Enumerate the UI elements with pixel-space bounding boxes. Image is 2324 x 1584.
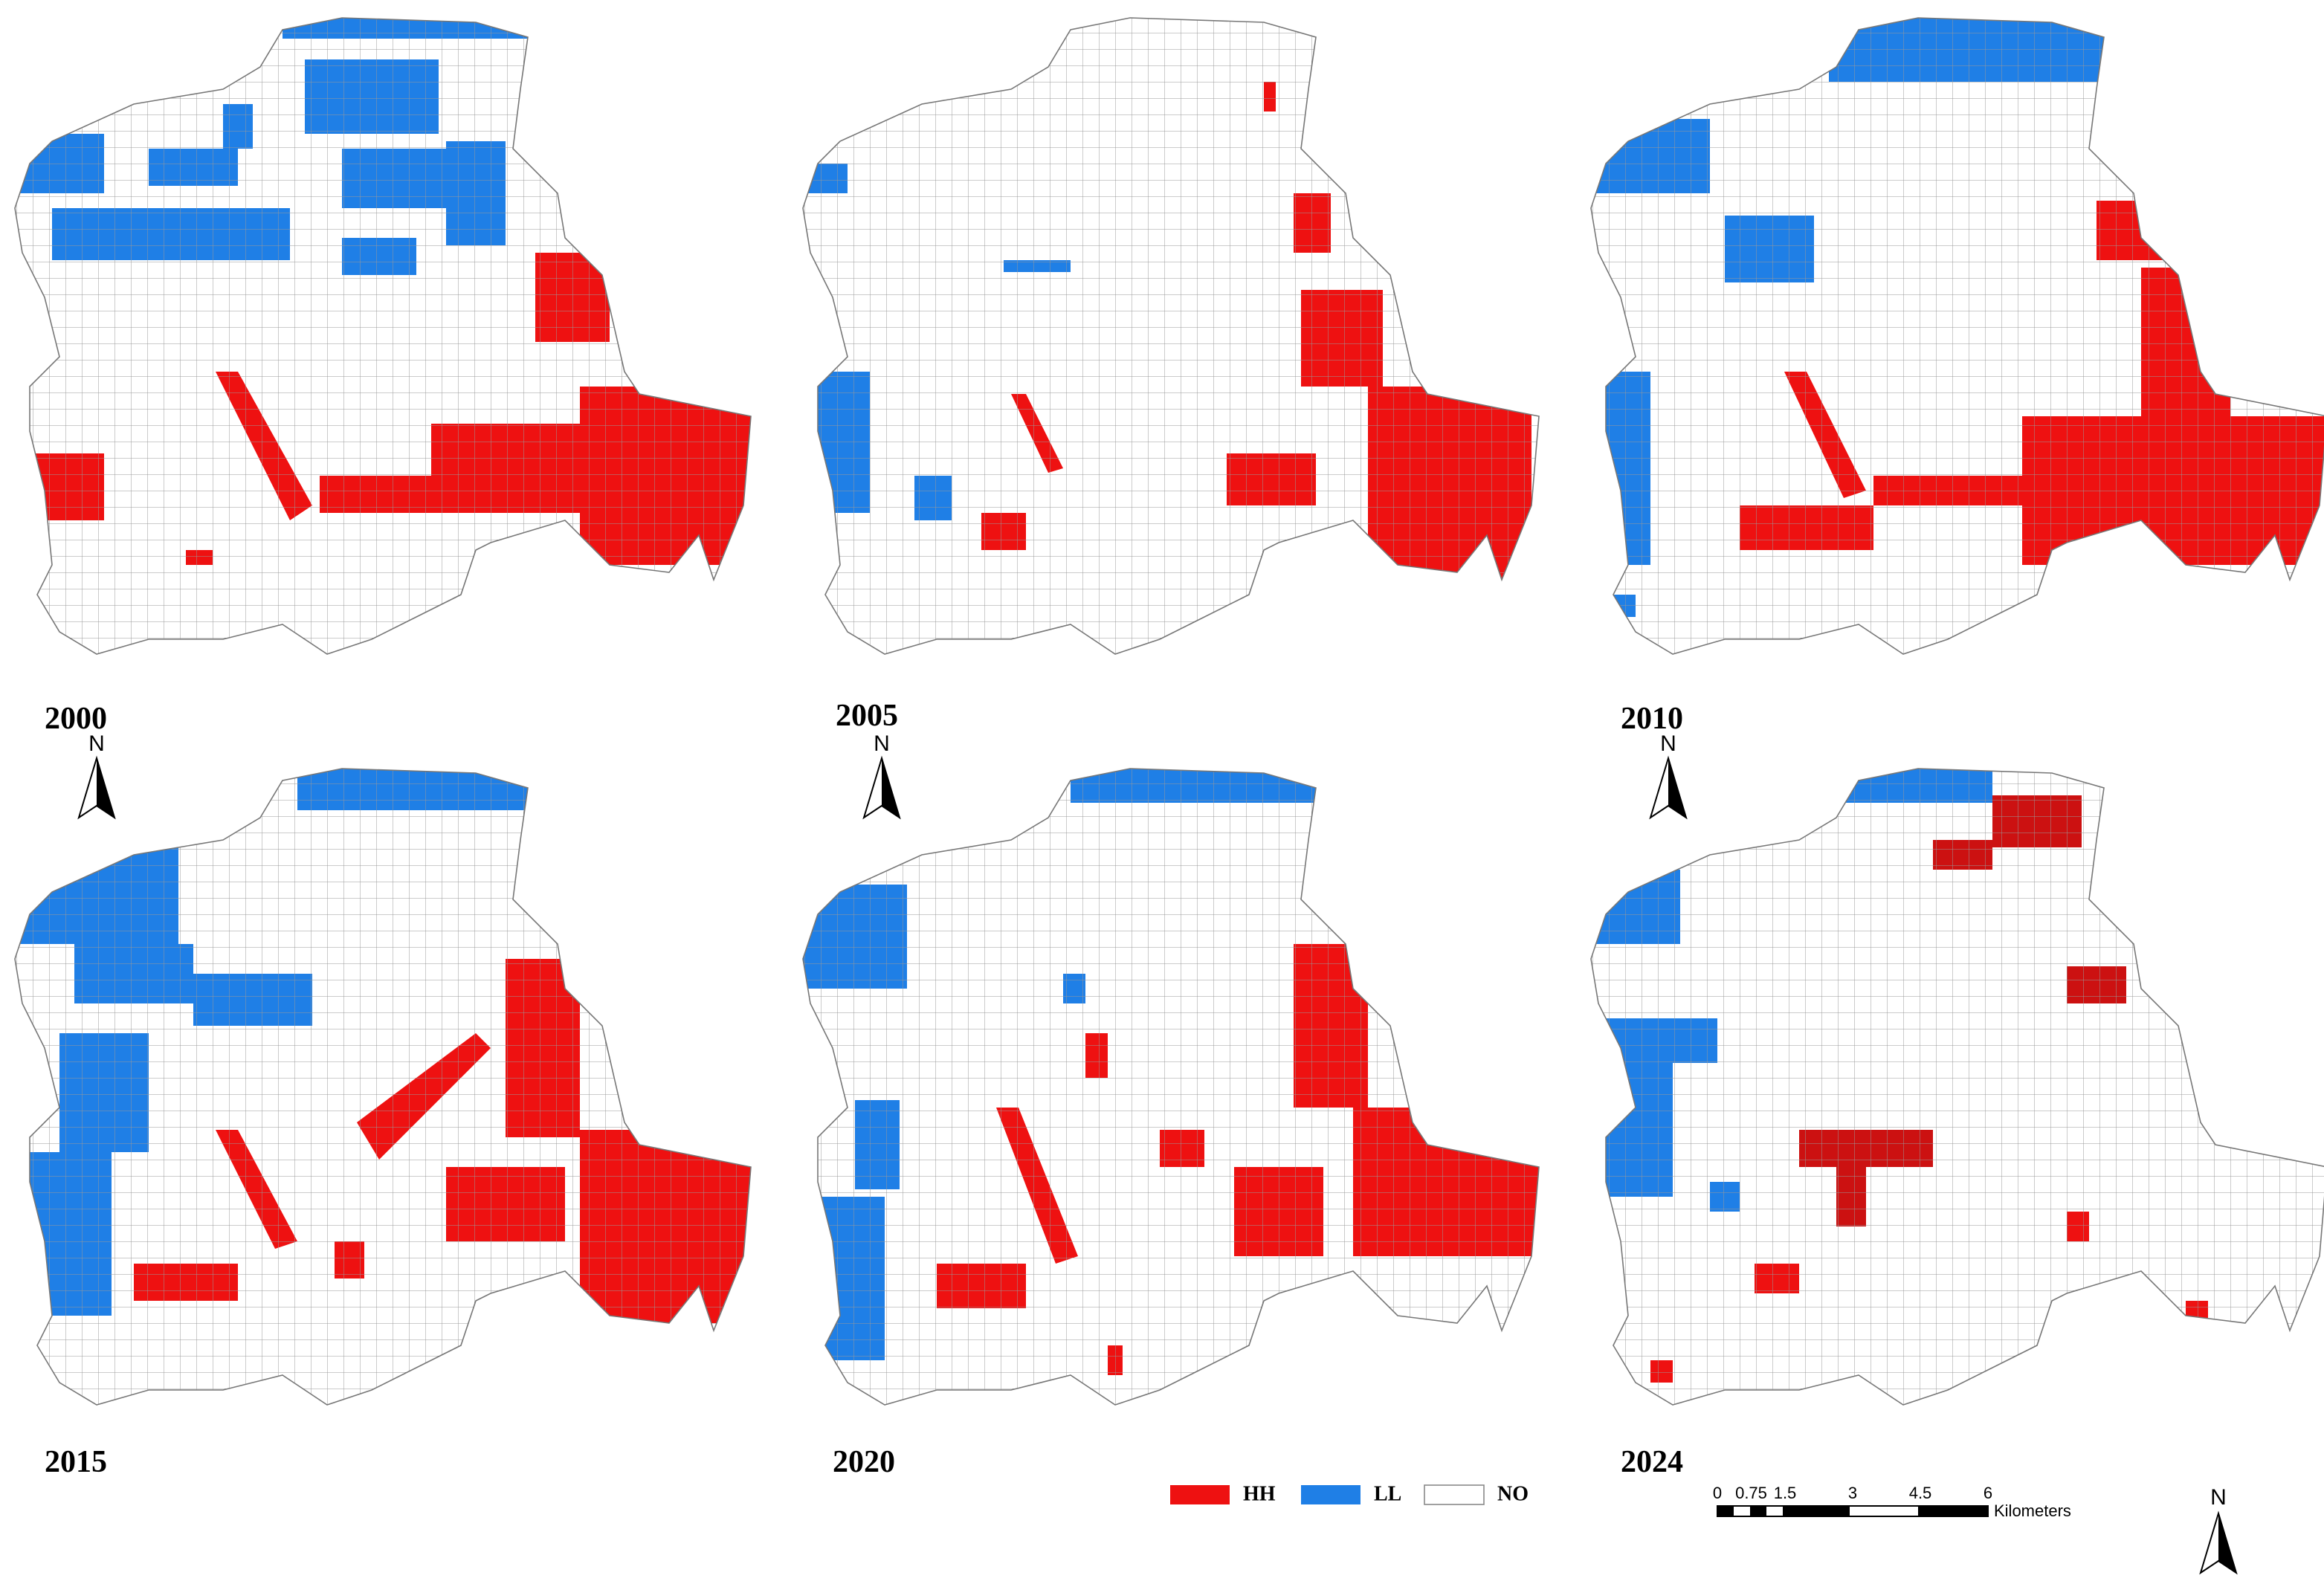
north-arrow: N bbox=[2200, 1485, 2237, 1574]
year-label: 2010 bbox=[1621, 702, 1683, 736]
map-panel bbox=[14, 768, 752, 1406]
legend-label: LL bbox=[1374, 1482, 1401, 1505]
north-arrow: N bbox=[863, 731, 900, 818]
scale-label: 1.5 bbox=[1774, 1484, 1797, 1502]
map-panel bbox=[1590, 768, 2324, 1406]
scale-label: 6 bbox=[1984, 1484, 1992, 1502]
north-label: N bbox=[88, 731, 105, 756]
year-label: 2024 bbox=[1621, 1445, 1683, 1479]
legend: HH LL NO bbox=[1170, 1482, 1529, 1505]
scale-label: 0 bbox=[1713, 1484, 1722, 1502]
map-panel bbox=[802, 17, 1540, 655]
legend-label: HH bbox=[1243, 1482, 1276, 1505]
north-label: N bbox=[1660, 731, 1676, 756]
year-label: 2005 bbox=[836, 699, 898, 733]
scale-unit: Kilometers bbox=[1994, 1501, 2071, 1520]
scale-label: 4.5 bbox=[1909, 1484, 1932, 1502]
scale-label: 0.75 bbox=[1735, 1484, 1767, 1502]
scale-label: 3 bbox=[1848, 1484, 1857, 1502]
legend-swatch bbox=[1424, 1484, 1485, 1505]
year-label: 2015 bbox=[45, 1445, 107, 1479]
scale-bar: Kilometers 0 0.75 1.5 3 4.5 6 bbox=[1713, 1484, 2071, 1520]
north-arrow: N bbox=[1650, 731, 1687, 818]
legend-swatch bbox=[1170, 1485, 1230, 1504]
map-panel bbox=[802, 768, 1540, 1406]
legend-swatch bbox=[1301, 1485, 1360, 1504]
year-label: 2020 bbox=[833, 1445, 895, 1479]
map-panel bbox=[14, 17, 752, 655]
legend-label: NO bbox=[1497, 1482, 1529, 1505]
north-label: N bbox=[2210, 1485, 2227, 1510]
north-arrow: N bbox=[78, 731, 115, 818]
north-label: N bbox=[874, 731, 890, 756]
year-label: 2000 bbox=[45, 702, 107, 736]
map-panel bbox=[1590, 17, 2324, 655]
